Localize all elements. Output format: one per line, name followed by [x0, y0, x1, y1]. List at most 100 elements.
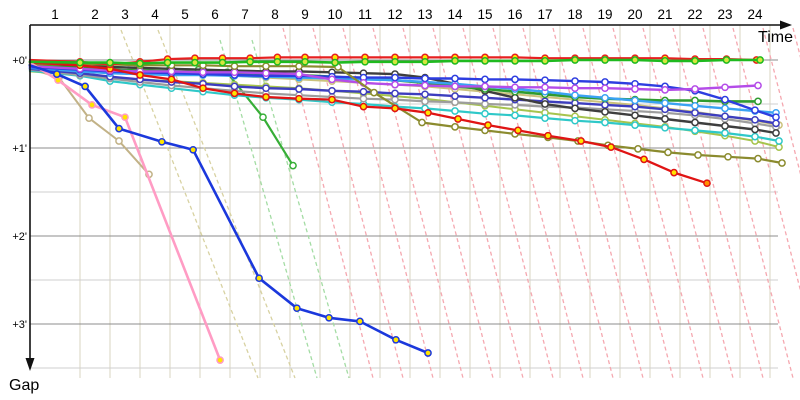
data-point-marker: [722, 56, 731, 64]
series-rider-green-leader: [28, 56, 764, 68]
y-tick-label-2: +2': [12, 231, 27, 243]
data-point-marker: [230, 82, 239, 91]
data-point-marker: [325, 313, 333, 322]
data-point-marker: [754, 97, 762, 106]
series-rider-blue: [28, 64, 432, 357]
data-point-marker: [541, 76, 549, 85]
data-point-marker: [631, 85, 639, 93]
data-point-marker: [481, 57, 489, 65]
data-point-marker: [721, 122, 729, 130]
lapped-pink-line: [552, 27, 644, 379]
data-point-marker: [631, 96, 639, 105]
data-point-marker: [775, 137, 783, 145]
data-point-marker: [481, 82, 489, 91]
data-point-marker: [391, 57, 399, 66]
data-point-marker: [230, 89, 239, 98]
data-point-marker: [451, 57, 459, 65]
data-point-marker: [421, 81, 429, 90]
data-point-marker: [424, 349, 432, 357]
lapped-pink-line: [312, 27, 404, 379]
data-point-marker: [691, 118, 699, 127]
data-point-marker: [721, 104, 729, 113]
data-point-marker: [391, 73, 399, 82]
data-point-marker: [754, 154, 762, 163]
time-axis-label: Time: [758, 29, 793, 46]
data-point-marker: [451, 98, 459, 107]
lapped-pink-line: [342, 27, 434, 379]
x-tick-label-12: 12: [387, 7, 402, 22]
data-point-marker: [661, 123, 669, 132]
data-point-marker: [481, 93, 489, 102]
data-point-marker: [115, 137, 123, 145]
data-point-marker: [424, 108, 432, 117]
data-point-marker: [115, 124, 123, 133]
data-point-marker: [328, 95, 336, 104]
data-point-marker: [167, 75, 176, 84]
x-tick-label-15: 15: [477, 7, 492, 22]
data-point-marker: [661, 99, 669, 107]
x-tick-label-1: 1: [51, 7, 59, 22]
lapped-pink-line: [702, 27, 794, 379]
series-rider-pink-line: [28, 61, 222, 362]
data-point-marker: [601, 78, 609, 86]
data-point-marker: [601, 84, 609, 93]
x-tick-label-22: 22: [687, 7, 702, 22]
data-point-marker: [230, 62, 239, 71]
data-point-marker: [481, 100, 489, 108]
lapped-pink-line: [372, 27, 464, 379]
data-point-marker: [356, 317, 364, 326]
data-point-marker: [571, 56, 579, 64]
data-point-marker: [661, 115, 669, 123]
data-point-marker: [88, 101, 96, 109]
data-point-marker: [601, 101, 609, 109]
data-point-marker: [661, 57, 669, 65]
data-point-marker: [359, 102, 368, 111]
x-tick-label-20: 20: [627, 7, 642, 22]
data-point-marker: [511, 93, 519, 102]
data-point-marker: [721, 129, 729, 137]
x-tick-label-2: 2: [91, 7, 99, 22]
data-point-marker: [451, 107, 459, 115]
data-point-marker: [289, 161, 297, 170]
data-point-marker: [454, 115, 462, 123]
data-point-marker: [53, 70, 61, 78]
data-point-marker: [511, 75, 519, 84]
data-point-marker: [295, 94, 303, 103]
data-point-marker: [721, 83, 729, 92]
data-point-marker: [571, 104, 579, 113]
data-point-marker: [631, 102, 639, 111]
data-point-marker: [754, 81, 762, 90]
data-point-marker: [571, 84, 579, 93]
data-point-marker: [571, 91, 579, 100]
lapped-pink-line: [462, 27, 554, 379]
lapped-tan-line: [120, 29, 259, 379]
lapped-pink-line: [402, 27, 494, 379]
data-point-marker: [191, 58, 199, 67]
series-rider-violet-line: [28, 64, 760, 92]
data-point-marker: [359, 94, 368, 103]
series-rider-blue-line: [28, 64, 430, 355]
lapped-pink-line: [432, 27, 524, 379]
lapped-pink-line: [612, 27, 704, 379]
data-point-marker: [391, 104, 399, 113]
data-point-marker: [262, 69, 270, 78]
data-point-marker: [421, 57, 429, 66]
data-point-marker: [451, 74, 459, 83]
data-point-marker: [295, 70, 303, 78]
data-point-marker: [724, 152, 732, 161]
data-point-marker: [541, 83, 549, 92]
data-point-marker: [328, 75, 336, 84]
data-point-marker: [541, 114, 549, 122]
x-tick-label-16: 16: [507, 7, 522, 22]
series-rider-red-2-line: [28, 61, 709, 185]
lapped-pink-line: [732, 27, 800, 292]
x-tick-label-8: 8: [271, 7, 279, 22]
data-point-marker: [301, 57, 309, 66]
x-tick-label-4: 4: [151, 7, 159, 22]
gap-axis-label: Gap: [9, 377, 39, 394]
data-point-marker: [514, 126, 522, 135]
data-point-marker: [418, 118, 426, 127]
data-point-marker: [772, 119, 780, 128]
lapped-pink-line: [492, 27, 584, 379]
data-point-marker: [571, 77, 579, 85]
